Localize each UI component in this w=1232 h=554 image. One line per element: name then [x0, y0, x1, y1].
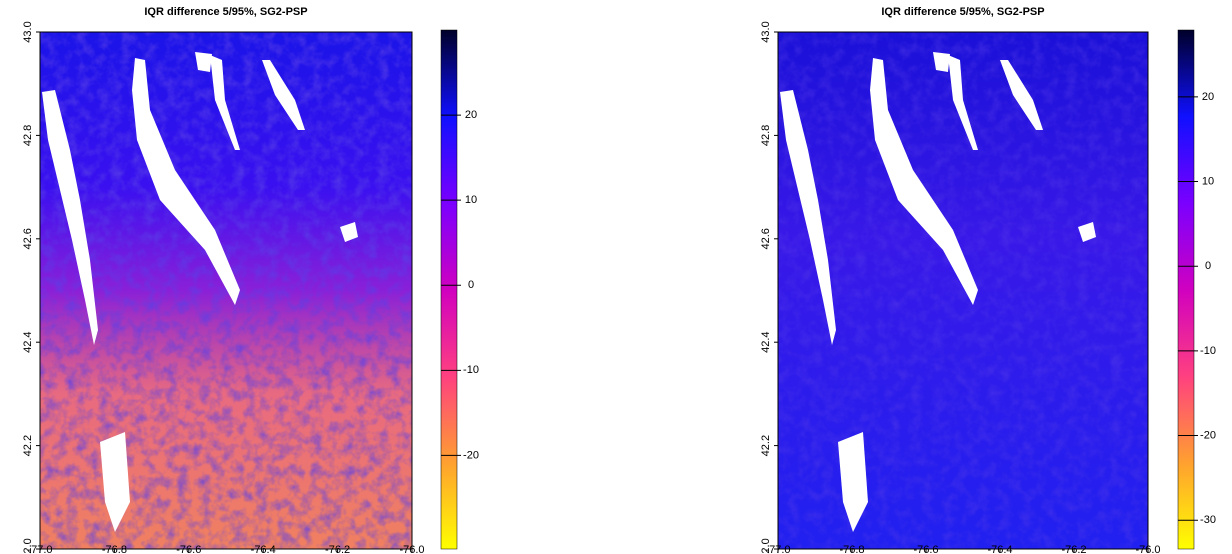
colorbar-tick-label: 20	[1202, 91, 1214, 103]
chart-title: IQR difference 5/95%, SG2-PSP	[144, 6, 307, 18]
y-tick-label: 42.2	[760, 435, 772, 456]
colorbar-tick-label: 10	[1202, 175, 1214, 187]
panel: IQR difference 5/95%, SG2-PSP-77.0 -76.8-…	[760, 6, 1216, 554]
colorbar-tick-label: 20	[465, 109, 477, 121]
chart-title: IQR difference 5/95%, SG2-PSP	[881, 6, 1044, 18]
colorbar-tick-label: -20	[1200, 429, 1216, 441]
y-tick-label: 42.8	[22, 125, 34, 146]
y-tick-label: 43.0	[22, 21, 34, 42]
y-tick-label: 42.6	[760, 228, 772, 249]
y-tick-label: 42.0	[760, 538, 772, 554]
colorbar-tick-label: 0	[1205, 260, 1211, 272]
y-tick-label: 42.6	[22, 228, 34, 249]
panel: IQR difference 5/95%, SG2-PSP-77.0 -76.8-…	[22, 6, 479, 554]
y-tick-label: 42.2	[22, 435, 34, 456]
y-tick-label: 42.4	[760, 331, 772, 352]
colorbar-tick-label: -10	[463, 364, 479, 376]
colorbar	[1177, 29, 1195, 550]
colorbar-tick-label: 0	[468, 279, 474, 291]
y-tick-label: 42.8	[760, 125, 772, 146]
y-tick-label: 43.0	[760, 21, 772, 42]
y-tick-label: 42.4	[22, 331, 34, 352]
colorbar-tick-label: -30	[1200, 514, 1216, 526]
colorbar-tick-label: 10	[465, 194, 477, 206]
colorbar-tick-label: -10	[1200, 345, 1216, 357]
colorbar-tick-label: -20	[463, 449, 479, 461]
y-tick-label: 42.0	[22, 538, 34, 554]
colorbar	[440, 29, 458, 550]
